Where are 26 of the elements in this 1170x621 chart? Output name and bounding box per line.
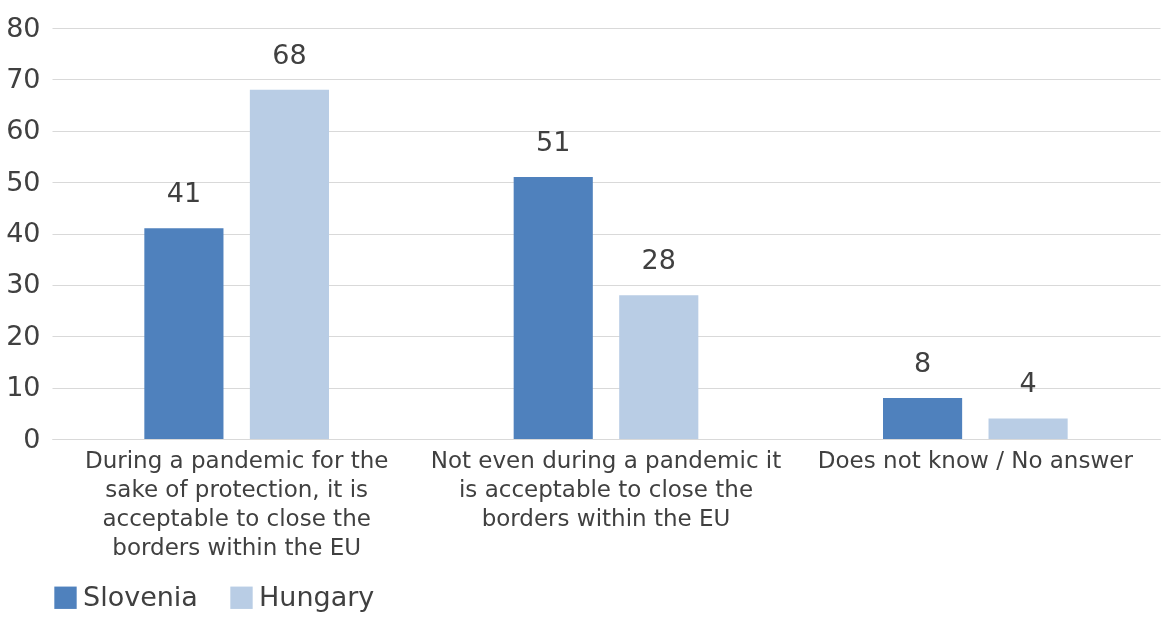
y-tick-label: 80 — [6, 11, 41, 43]
y-tick-label: 60 — [6, 114, 41, 146]
data-label: 68 — [272, 38, 307, 70]
y-tick-label: 40 — [6, 217, 41, 248]
bar — [144, 228, 224, 439]
bar — [249, 89, 329, 439]
y-tick-label: 20 — [6, 319, 41, 351]
legend-label: Hungary — [259, 580, 375, 612]
y-tick-label: 70 — [6, 62, 41, 94]
y-tick-label: 50 — [6, 165, 41, 197]
bar — [988, 418, 1068, 439]
y-tick-label: 30 — [6, 268, 41, 300]
data-label: 4 — [1019, 367, 1037, 399]
data-label: 8 — [913, 346, 932, 378]
bar — [883, 397, 963, 439]
bar — [513, 176, 593, 439]
data-label: 51 — [536, 125, 571, 157]
x-tick-label: Does not know / No answer — [817, 446, 1134, 473]
legend-label: Slovenia — [83, 580, 198, 612]
y-tick-label: 0 — [23, 422, 41, 454]
data-label: 41 — [166, 177, 202, 209]
data-label: 28 — [641, 244, 676, 276]
x-tick-label: Not even during a pandemic it is acceptable to close the borders within the EU — [430, 446, 782, 531]
x-tick-label: During a pandemic for the sake of protection, it is acceptable to close the borders within the EU — [84, 446, 389, 560]
bar — [619, 295, 699, 439]
y-tick-label: 10 — [6, 371, 41, 403]
